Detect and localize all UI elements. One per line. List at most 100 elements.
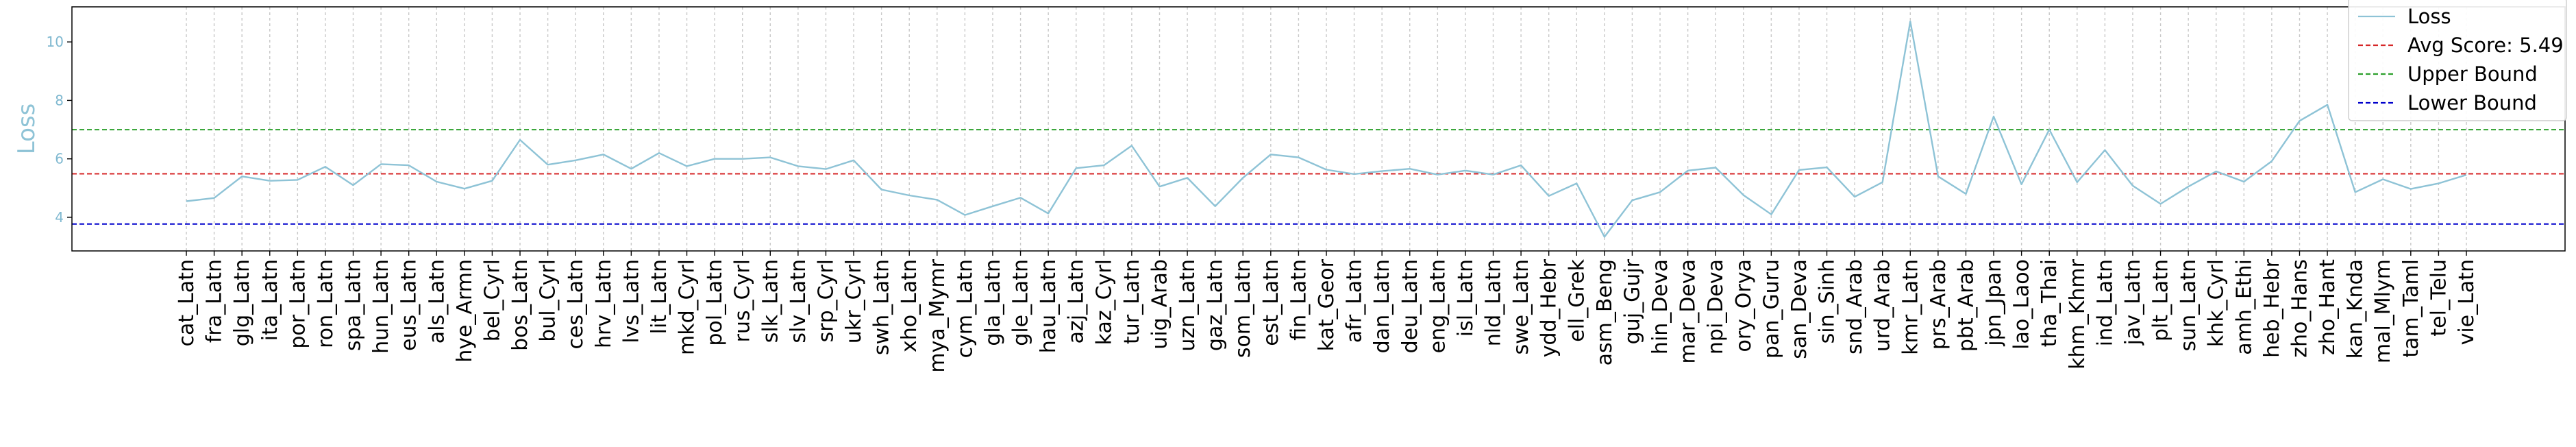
- x-tick-label: prs_Arab: [1927, 259, 1950, 350]
- x-tick-label: ell_Grek: [1565, 258, 1589, 342]
- x-tick-label: swe_Latn: [1509, 259, 1533, 355]
- x-tick-label: hun_Latn: [369, 259, 393, 354]
- y-tick-label: 4: [55, 209, 64, 226]
- legend-label-1: Avg Score: 5.49: [2407, 34, 2564, 57]
- x-tick-label: snd_Arab: [1843, 259, 1867, 354]
- x-tick-label: guj_Gujr: [1620, 258, 1644, 344]
- x-tick-label: ind_Latn: [2093, 259, 2117, 346]
- y-tick-label: 10: [47, 34, 64, 50]
- x-tick-label: tel_Telu: [2427, 259, 2451, 337]
- series-layer: [186, 21, 2467, 238]
- legend-label-3: Lower Bound: [2407, 91, 2537, 114]
- x-tick-label: tam_Taml: [2399, 259, 2423, 358]
- reference-lines: [72, 129, 2565, 225]
- x-tick-label: asm_Beng: [1593, 259, 1617, 365]
- x-tick-label: urd_Arab: [1871, 259, 1895, 352]
- x-tick-label: sun_Latn: [2177, 259, 2201, 352]
- x-tick-label: lao_Laoo: [2010, 259, 2034, 350]
- y-axis-ticks: 4 6 8 10: [47, 34, 72, 226]
- x-tick-label: kan_Knda: [2344, 259, 2368, 359]
- plot-frame: [71, 6, 2566, 252]
- x-tick-label: ydd_Hebr: [1537, 258, 1561, 357]
- x-tick-label: deu_Latn: [1398, 259, 1422, 353]
- x-tick-label: hau_Latn: [1037, 259, 1061, 353]
- x-tick-label: vie_Latn: [2455, 259, 2479, 345]
- y-axis-label: Loss: [13, 104, 40, 155]
- x-tick-label: cym_Latn: [953, 259, 977, 358]
- x-tick-label: zho_Hant: [2316, 259, 2340, 355]
- x-tick-label: sin_Sinh: [1816, 259, 1840, 343]
- x-tick-label: ory_Orya: [1732, 259, 1756, 352]
- x-tick-label: slv_Latn: [787, 259, 810, 343]
- x-tick-label: ron_Latn: [314, 259, 338, 348]
- x-tick-label: plt_Latn: [2149, 259, 2173, 341]
- x-tick-label: hin_Deva: [1648, 259, 1672, 354]
- y-tick-label: 6: [55, 151, 64, 167]
- legend-label-0: Loss: [2407, 5, 2451, 28]
- x-tick-label: fin_Latn: [1287, 259, 1311, 341]
- x-tick-label: kmr_Latn: [1898, 259, 1922, 355]
- x-tick-label: uzn_Latn: [1176, 259, 1200, 352]
- x-tick-label: nld_Latn: [1482, 259, 1506, 346]
- x-tick-label: azj_Latn: [1065, 259, 1089, 343]
- x-tick-label: por_Latn: [286, 259, 310, 349]
- x-tick-label: eng_Latn: [1426, 259, 1450, 353]
- x-axis-ticks: cat_Latn fra_Latn glg_Latn ita_Latn por_Latn…: [175, 251, 2479, 373]
- x-tick-label: pol_Latn: [703, 259, 727, 346]
- x-tick-label: hrv_Latn: [592, 259, 616, 348]
- x-tick-label: amh_Ethi: [2232, 259, 2256, 355]
- x-tick-label: kat_Geor: [1315, 258, 1339, 351]
- x-tick-label: khm_Khmr: [2066, 258, 2090, 370]
- loss-series-line: [186, 21, 2467, 238]
- x-tick-label: bul_Cyrl: [536, 259, 560, 342]
- x-tick-label: bel_Cyrl: [480, 259, 504, 341]
- x-tick-label: zho_Hans: [2288, 259, 2312, 358]
- x-tick-label: als_Latn: [425, 259, 449, 343]
- x-tick-label: san_Deva: [1787, 259, 1811, 359]
- x-tick-label: hye_Armn: [453, 259, 477, 363]
- x-tick-label: ces_Latn: [564, 259, 588, 349]
- x-tick-label: gaz_Latn: [1204, 259, 1228, 351]
- x-tick-label: jpn_Jpan: [1982, 259, 2006, 347]
- legend-box: [2348, 0, 2567, 121]
- x-tick-label: mkd_Cyrl: [676, 259, 699, 355]
- x-tick-label: gla_Latn: [981, 259, 1005, 346]
- y-tick-label: 8: [55, 92, 64, 108]
- legend-label-2: Upper Bound: [2407, 62, 2538, 86]
- x-tick-label: slk_Latn: [758, 259, 782, 343]
- x-tick-label: afr_Latn: [1343, 259, 1367, 343]
- x-tick-label: mal_Mlym: [2371, 259, 2395, 363]
- x-tick-label: dan_Latn: [1370, 259, 1394, 353]
- x-tick-label: swh_Latn: [870, 259, 894, 355]
- x-tick-label: ita_Latn: [258, 259, 282, 341]
- x-tick-label: ukr_Cyrl: [842, 259, 866, 343]
- x-tick-label: fra_Latn: [203, 259, 227, 343]
- x-tick-label: som_Latn: [1231, 259, 1255, 358]
- x-tick-label: tur_Latn: [1120, 259, 1144, 344]
- x-tick-label: khk_Cyrl: [2205, 259, 2229, 347]
- x-tick-label: isl_Latn: [1454, 259, 1478, 337]
- x-tick-label: kaz_Cyrl: [1092, 259, 1116, 345]
- x-tick-label: eus_Latn: [397, 259, 421, 351]
- x-tick-label: spa_Latn: [342, 259, 366, 351]
- x-tick-label: bos_Latn: [508, 259, 532, 351]
- x-gridlines: [186, 7, 2467, 251]
- x-tick-label: srp_Cyrl: [814, 259, 838, 342]
- x-tick-label: est_Latn: [1259, 259, 1283, 346]
- legend: Loss Avg Score: 5.49 Upper Bound Lower Boun…: [2348, 0, 2567, 121]
- x-tick-label: rus_Cyrl: [731, 259, 755, 342]
- x-tick-label: xho_Latn: [897, 259, 921, 352]
- x-tick-label: lit_Latn: [647, 259, 671, 334]
- x-tick-label: gle_Latn: [1009, 259, 1033, 346]
- x-tick-label: pan_Guru: [1759, 259, 1783, 359]
- x-tick-label: glg_Latn: [230, 259, 254, 346]
- x-tick-label: cat_Latn: [175, 259, 199, 347]
- x-tick-label: tha_Thai: [2038, 259, 2061, 347]
- x-tick-label: pbt_Arab: [1954, 259, 1978, 352]
- x-tick-label: jav_Latn: [2121, 259, 2145, 346]
- x-tick-label: lvs_Latn: [619, 259, 643, 343]
- x-tick-label: uig_Arab: [1148, 259, 1172, 350]
- x-tick-label: heb_Hebr: [2260, 258, 2284, 358]
